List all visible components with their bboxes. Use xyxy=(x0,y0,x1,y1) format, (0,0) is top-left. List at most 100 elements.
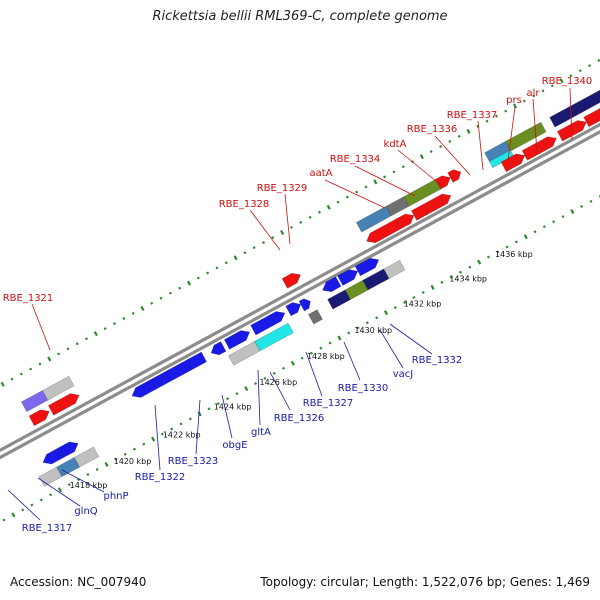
tick-dot xyxy=(561,215,565,219)
callout-line xyxy=(477,120,484,171)
gene-features-layer xyxy=(20,89,600,487)
tick-dot xyxy=(383,175,387,179)
gene-label-bottom: RBE_1322 xyxy=(135,472,186,483)
tick-dot xyxy=(403,301,407,305)
gene-feature-blue xyxy=(285,302,302,317)
tick-dot xyxy=(282,366,286,370)
gene-label-top: RBE_1334 xyxy=(330,154,381,165)
tick-dot xyxy=(550,84,554,88)
gene-label-top: RBE_1321 xyxy=(3,293,54,304)
callout-line xyxy=(507,106,516,161)
tick-dot xyxy=(243,251,247,255)
tick-dot xyxy=(419,154,424,160)
tick-dot xyxy=(439,145,443,149)
gene-label-bottom: RBE_1326 xyxy=(274,413,325,424)
gene-feature-blue xyxy=(250,311,286,336)
tick-dot xyxy=(355,190,359,194)
tick-dot xyxy=(271,236,275,240)
tick-dot xyxy=(21,508,25,512)
tick-dot xyxy=(252,246,256,250)
tick-dot xyxy=(477,259,482,265)
gene-label-bottom: obgE xyxy=(222,440,247,451)
callout-line xyxy=(249,209,281,251)
gene-feature-blue xyxy=(57,441,79,459)
tick-dot xyxy=(19,372,23,376)
tick-dot xyxy=(151,436,156,442)
tick-dot xyxy=(449,275,453,279)
tick-dot xyxy=(504,109,508,113)
gene-feature-red xyxy=(47,393,80,416)
tick-dot xyxy=(104,461,109,467)
tick-dot xyxy=(254,381,258,385)
tick-dot xyxy=(505,245,509,249)
gene-feature-red xyxy=(500,153,526,173)
callout-line xyxy=(31,303,51,351)
tick-dot xyxy=(541,89,545,93)
tick-dot xyxy=(123,452,127,456)
gene-label-bottom: phnP xyxy=(103,491,128,502)
tick-dot xyxy=(11,512,16,518)
gene-label-top: RBE_1329 xyxy=(257,183,308,194)
tick-dot xyxy=(328,341,332,345)
callout-line xyxy=(379,329,404,369)
tick-dot xyxy=(132,447,136,451)
tick-dot xyxy=(336,200,340,204)
gene-feature-blue xyxy=(337,269,359,286)
tick-dot xyxy=(235,392,239,396)
tick-dot xyxy=(215,266,219,270)
callout-line xyxy=(434,135,471,176)
gene-feature-lightgray xyxy=(383,259,406,280)
tick-dot xyxy=(75,342,79,346)
tick-dot xyxy=(233,255,238,261)
callout-line xyxy=(154,404,161,471)
tick-dot xyxy=(440,280,444,284)
callout-line xyxy=(354,165,416,197)
callout-line xyxy=(397,149,443,187)
tick-dot xyxy=(597,59,600,63)
callout-line xyxy=(324,179,386,209)
gene-label-bottom: RBE_1323 xyxy=(168,456,219,467)
gene-feature-red xyxy=(434,175,451,190)
tick-dot xyxy=(326,204,331,210)
scale-label: 1426 kbp xyxy=(260,378,298,387)
tick-dot xyxy=(578,69,582,73)
scale-label: 1420 kbp xyxy=(114,457,152,466)
callout-line xyxy=(269,371,291,411)
topology-summary-text: Topology: circular; Length: 1,522,076 bp… xyxy=(260,575,590,589)
tick-dot xyxy=(373,179,378,185)
callout-line xyxy=(284,193,291,245)
tick-dot xyxy=(485,119,489,123)
tick-dot xyxy=(552,220,556,224)
scale-label: 1428 kbp xyxy=(307,352,345,361)
gene-feature-lightgray xyxy=(73,446,100,468)
gene-feature-navy xyxy=(575,89,600,114)
gene-feature-red xyxy=(521,136,557,161)
tick-dot xyxy=(29,367,33,371)
tick-dot xyxy=(244,386,249,392)
tick-dot xyxy=(49,493,53,497)
scale-label: 1430 kbp xyxy=(354,326,392,335)
gene-feature-blue xyxy=(223,330,251,350)
callout-lines-layer xyxy=(7,87,573,521)
tick-dot xyxy=(559,78,564,84)
callout-line xyxy=(305,351,323,397)
tick-dot xyxy=(93,331,98,337)
backbone-line xyxy=(0,130,600,460)
scale-label: 1418 kbp xyxy=(70,481,108,490)
tick-dot xyxy=(429,150,433,154)
tick-dot xyxy=(589,199,593,203)
scale-label: 1424 kbp xyxy=(214,403,252,412)
tick-dot xyxy=(262,241,266,245)
tick-dot xyxy=(542,225,546,229)
tick-dot xyxy=(569,74,573,78)
gene-feature-blue xyxy=(354,257,380,277)
tick-dot xyxy=(38,362,42,366)
tick-dot xyxy=(168,291,172,295)
tick-dot xyxy=(459,270,463,274)
gene-feature-darkgray xyxy=(307,309,323,325)
tick-dot xyxy=(224,261,228,265)
tick-dot xyxy=(364,185,368,189)
gene-label-bottom: gltA xyxy=(251,427,271,438)
